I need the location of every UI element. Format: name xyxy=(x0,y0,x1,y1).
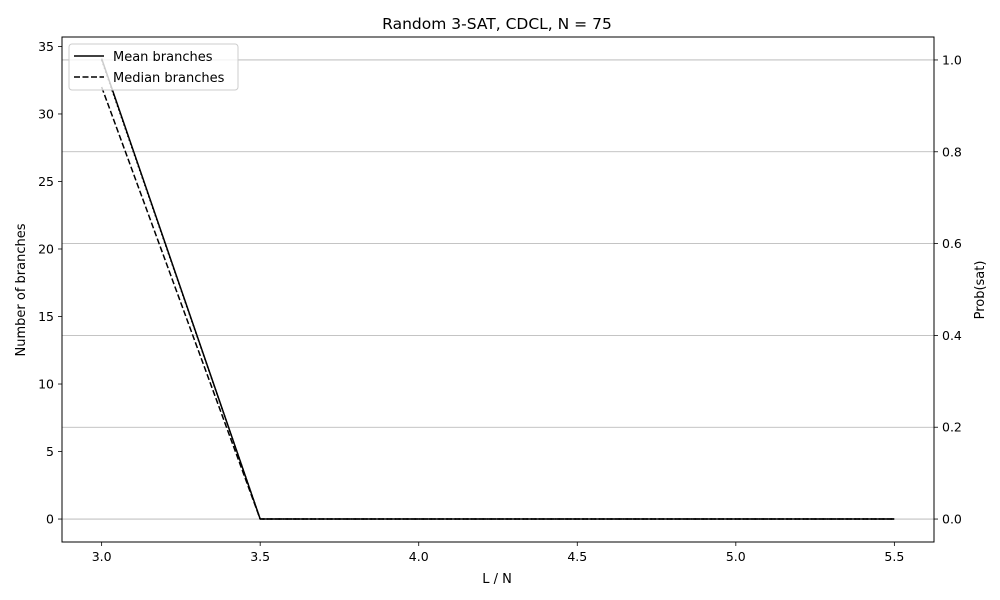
y2-tick-label: 1.0 xyxy=(942,52,962,67)
legend-box xyxy=(68,43,239,91)
x-tick-label: 4.5 xyxy=(567,549,587,564)
y-tick-label: 5 xyxy=(46,444,54,459)
y-axis-label: Number of branches xyxy=(14,223,29,356)
x-tick-label: 3.5 xyxy=(250,549,270,564)
x-axis-label: L / N xyxy=(482,572,512,587)
series-line-prob-sat xyxy=(100,59,895,520)
x-tick-label: 5.5 xyxy=(884,549,904,564)
series-line-median-branches xyxy=(100,86,895,520)
legend-label-median: Median branches xyxy=(113,71,225,86)
y-axis-right: 0.0 0.2 0.4 0.6 0.8 1.0 xyxy=(934,52,962,527)
y-tick-label: 20 xyxy=(38,241,54,256)
y2-tick-label: 0.0 xyxy=(942,512,962,527)
y-tick-label: 15 xyxy=(38,309,54,324)
x-tick-label: 4.0 xyxy=(409,549,429,564)
chart-title: Random 3-SAT, CDCL, N = 75 xyxy=(382,15,612,33)
gridlines xyxy=(62,59,934,520)
y2-tick-label: 0.6 xyxy=(942,236,962,251)
series-line-mean-branches xyxy=(100,58,895,520)
x-tick-label: 3.0 xyxy=(92,549,112,564)
plot-frame xyxy=(61,36,935,543)
legend-label-mean: Mean branches xyxy=(113,50,213,65)
x-axis: 3.0 3.5 4.0 4.5 5.0 5.5 xyxy=(92,542,904,564)
legend: Mean branches Median branches xyxy=(68,43,239,91)
y-axis-left: 0 5 10 15 20 25 30 35 xyxy=(38,39,62,527)
y-tick-label: 30 xyxy=(38,106,54,121)
y2-tick-label: 0.4 xyxy=(942,328,962,343)
y-tick-label: 10 xyxy=(38,377,54,392)
y-tick-label: 35 xyxy=(38,39,54,54)
y2-tick-label: 0.8 xyxy=(942,144,962,159)
y2-tick-label: 0.2 xyxy=(942,420,962,435)
series-lines xyxy=(100,58,895,520)
y-tick-label: 25 xyxy=(38,174,54,189)
y-tick-label: 0 xyxy=(46,512,54,527)
x-tick-label: 5.0 xyxy=(726,549,746,564)
y2-axis-label: Prob(sat) xyxy=(973,261,988,320)
